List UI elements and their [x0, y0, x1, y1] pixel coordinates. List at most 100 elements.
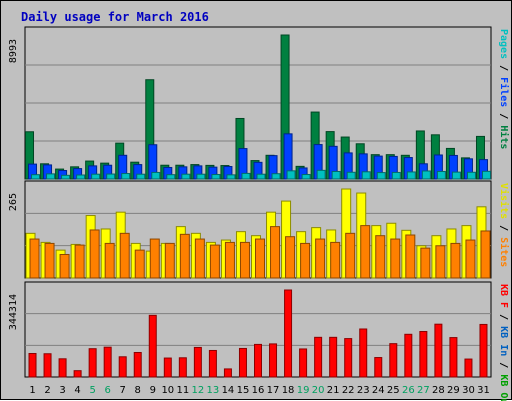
panel-1-max-label: 8993 — [8, 39, 19, 63]
x-tick-label: 26 — [402, 385, 415, 396]
bar-kb-f-day-27 — [419, 331, 428, 378]
legend-entry: / — [498, 308, 509, 326]
legend-entry: Hits — [498, 125, 510, 149]
bar-pages-day-5 — [91, 173, 101, 180]
bar-pages-day-17 — [271, 173, 281, 180]
bar-pages-day-21 — [331, 170, 341, 180]
bar-kb-f-day-15 — [238, 347, 247, 378]
panel-2-legend: Visits / Sites — [498, 183, 510, 267]
bar-sites-day-13 — [209, 244, 220, 279]
x-tick-label: 7 — [120, 385, 126, 396]
legend-entry: KB In — [498, 326, 509, 356]
bar-kb-f-day-23 — [359, 328, 368, 378]
bar-sites-day-23 — [360, 225, 371, 279]
bar-pages-day-28 — [436, 170, 446, 180]
bar-pages-day-13 — [211, 174, 221, 180]
x-tick-label: 10 — [161, 385, 174, 396]
bar-kb-f-day-31 — [479, 323, 488, 378]
x-tick-label: 25 — [387, 385, 400, 396]
bar-kb-f-day-21 — [329, 336, 338, 378]
bar-pages-day-11 — [181, 173, 191, 180]
x-tick-label: 24 — [372, 385, 385, 396]
x-tick-label: 8 — [135, 385, 141, 396]
bar-kb-f-day-20 — [314, 336, 323, 378]
bar-pages-day-14 — [226, 174, 236, 180]
bar-sites-day-17 — [270, 226, 281, 279]
bar-kb-f-day-8 — [133, 351, 142, 378]
bar-pages-day-29 — [451, 171, 461, 180]
x-tick-label: 15 — [237, 385, 250, 396]
bar-sites-day-2 — [44, 242, 55, 279]
x-tick-label: 12 — [192, 385, 205, 396]
x-tick-label: 17 — [267, 385, 280, 396]
bar-kb-f-day-24 — [374, 357, 383, 378]
x-tick-label: 16 — [252, 385, 265, 396]
bar-kb-f-day-11 — [178, 357, 187, 378]
bar-pages-day-6 — [106, 173, 116, 180]
bar-sites-day-3 — [59, 253, 70, 279]
bar-pages-day-19 — [301, 174, 311, 180]
bar-sites-day-15 — [239, 241, 250, 279]
bar-sites-day-20 — [315, 238, 326, 279]
bar-sites-day-29 — [450, 242, 461, 279]
x-tick-label: 23 — [357, 385, 370, 396]
bar-kb-f-day-1 — [28, 353, 37, 378]
x-tick-label: 18 — [282, 385, 295, 396]
bar-pages-day-9 — [151, 171, 161, 180]
bar-sites-day-26 — [405, 234, 416, 279]
bar-pages-day-18 — [286, 170, 296, 180]
bar-sites-day-24 — [375, 235, 386, 279]
bar-sites-day-12 — [194, 238, 205, 279]
bar-pages-day-3 — [61, 174, 71, 180]
bar-pages-day-15 — [241, 172, 251, 180]
bar-kb-f-day-14 — [223, 368, 232, 378]
x-tick-label: 5 — [89, 385, 95, 396]
bar-pages-day-10 — [166, 174, 176, 180]
bar-pages-day-30 — [466, 171, 476, 180]
bar-sites-day-19 — [300, 242, 311, 279]
bar-sites-day-25 — [390, 238, 401, 279]
bar-sites-day-10 — [164, 242, 175, 279]
panel-3-max-label: 344314 — [8, 294, 19, 330]
bar-pages-day-23 — [361, 171, 371, 180]
bar-kb-f-day-16 — [254, 343, 262, 378]
bar-kb-f-day-9 — [148, 314, 157, 378]
bar-sites-day-4 — [74, 244, 85, 279]
panel-2-max-label: 265 — [8, 193, 19, 211]
x-tick-label: 22 — [342, 385, 355, 396]
bar-sites-day-28 — [435, 245, 446, 279]
bar-kb-f-day-28 — [434, 323, 443, 378]
x-tick-label: 9 — [150, 385, 156, 396]
bar-sites-day-1 — [29, 238, 40, 279]
x-tick-label: 31 — [477, 385, 490, 396]
bar-kb-f-day-13 — [208, 349, 217, 378]
x-tick-label: 20 — [312, 385, 325, 396]
x-tick-label: 13 — [207, 385, 220, 396]
x-tick-label: 28 — [432, 385, 445, 396]
bar-pages-day-1 — [31, 174, 41, 180]
legend-entry: / — [498, 107, 509, 125]
bar-sites-day-16 — [255, 238, 265, 279]
x-tick-label: 30 — [462, 385, 475, 396]
x-tick-label: 1 — [29, 385, 35, 396]
bar-pages-day-20 — [316, 169, 326, 180]
bar-kb-f-day-10 — [163, 357, 172, 378]
bar-kb-f-day-17 — [269, 343, 278, 378]
bar-kb-f-day-12 — [193, 346, 202, 378]
bar-kb-f-day-25 — [389, 343, 398, 378]
bar-pages-day-25 — [391, 171, 401, 180]
legend-entry: KB Out — [498, 374, 509, 401]
bar-pages-day-16 — [256, 173, 266, 180]
x-tick-label: 2 — [44, 385, 50, 396]
bar-kb-f-day-19 — [299, 348, 308, 378]
x-tick-label: 19 — [297, 385, 310, 396]
bar-pages-day-27 — [421, 170, 431, 180]
legend-entry: KB F — [498, 284, 509, 308]
legend-entry: Sites — [498, 237, 510, 267]
x-tick-label: 4 — [74, 385, 80, 396]
bar-kb-f-day-7 — [118, 356, 127, 378]
bar-kb-f-day-22 — [344, 338, 353, 378]
bar-sites-day-11 — [179, 233, 190, 279]
bar-sites-day-7 — [119, 232, 130, 279]
